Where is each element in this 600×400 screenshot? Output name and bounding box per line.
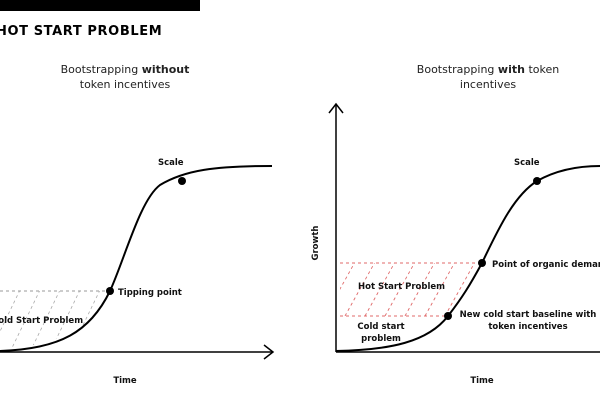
right-subtitle-pre: Bootstrapping bbox=[416, 63, 498, 76]
right-cold-start-label-1: Cold start bbox=[357, 322, 404, 332]
page-title: HOT START PROBLEM bbox=[0, 24, 163, 39]
right-subtitle-post2: incentives bbox=[459, 78, 517, 91]
left-subtitle-pre: Bootstrapping bbox=[60, 63, 142, 76]
right-x-axis-label: Time bbox=[470, 376, 494, 386]
right-scale-label: Scale bbox=[514, 158, 540, 168]
left-x-axis-label: Time bbox=[113, 376, 137, 386]
left-subtitle: Bootstrapping without token incentives bbox=[5, 62, 245, 92]
left-scale-label: Scale bbox=[158, 158, 184, 168]
right-subtitle: Bootstrapping with token incentives bbox=[368, 62, 600, 92]
header-bar bbox=[0, 0, 200, 11]
right-subtitle-post1: token bbox=[528, 63, 560, 76]
right-scale-dot bbox=[533, 177, 541, 185]
right-hatch bbox=[340, 263, 475, 316]
right-organic-dot bbox=[478, 259, 486, 267]
left-tipping-point-dot bbox=[106, 287, 114, 295]
right-subtitle-bold: with bbox=[497, 63, 525, 76]
left-tipping-point-label: Tipping point bbox=[118, 288, 182, 298]
right-cold-start-label-2: problem bbox=[361, 334, 401, 344]
right-baseline-label-2: token incentives bbox=[488, 322, 567, 332]
right-hot-start-label: Hot Start Problem bbox=[358, 282, 445, 292]
left-subtitle-bold: without bbox=[141, 63, 190, 76]
right-baseline-dot bbox=[444, 312, 452, 320]
left-subtitle-post: token incentives bbox=[79, 78, 171, 91]
left-scale-dot bbox=[178, 177, 186, 185]
right-chart: Scale Point of organic demand Hot Start … bbox=[311, 102, 600, 386]
left-x-axis-arrow bbox=[263, 344, 275, 360]
left-cold-start-label: Cold Start Problem bbox=[0, 316, 83, 326]
left-growth-curve bbox=[0, 165, 273, 352]
left-chart: Scale Tipping point Cold Start Problem T… bbox=[0, 158, 275, 386]
right-y-axis-arrow bbox=[328, 102, 344, 114]
right-organic-demand-label: Point of organic demand bbox=[492, 260, 600, 270]
right-baseline-label-1: New cold start baseline with bbox=[460, 310, 597, 320]
right-y-axis-label: Growth bbox=[311, 226, 321, 261]
